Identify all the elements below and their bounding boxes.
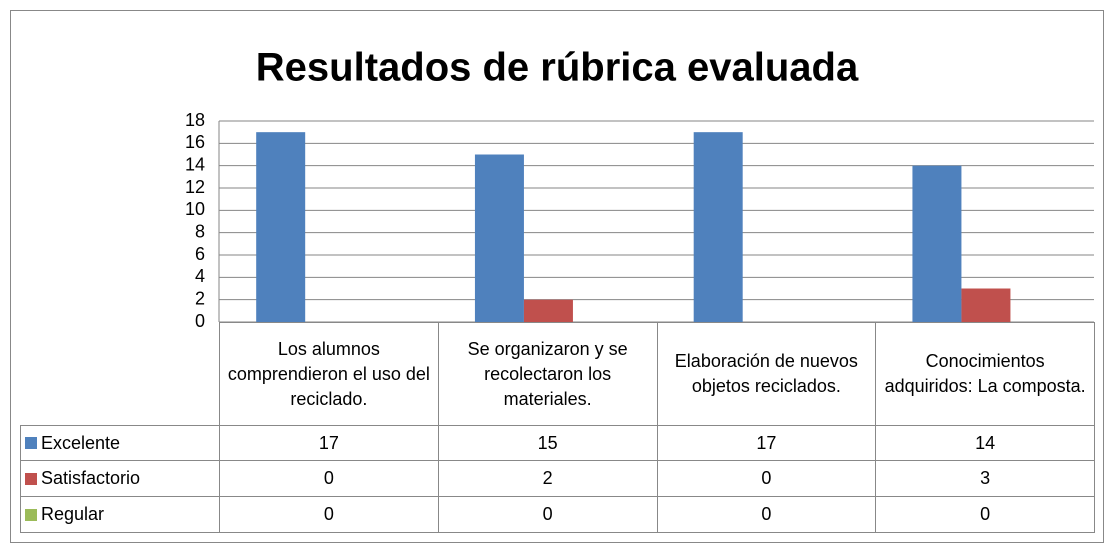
- legend-key: [25, 508, 37, 521]
- bar: [912, 165, 962, 322]
- table-value: 14: [875, 425, 1095, 461]
- category-label: Se organizaron y se recolectaron los mat…: [437, 322, 658, 426]
- table-value: 0: [875, 496, 1095, 533]
- bar: [474, 154, 524, 322]
- bar: [523, 299, 573, 322]
- category-label: Conocimientos adquiridos: La composta.: [875, 322, 1095, 426]
- chart-title: Resultados de rúbrica evaluada: [256, 46, 859, 90]
- y-tick-label: 10: [185, 199, 205, 219]
- legend-cell: Regular: [20, 496, 220, 533]
- table-value: 17: [219, 425, 439, 461]
- legend-cell: Satisfactorio: [20, 460, 220, 497]
- table-value: 2: [437, 460, 658, 497]
- legend-cell: Excelente: [20, 425, 220, 461]
- table-value: 0: [219, 460, 439, 497]
- legend-label: Excelente: [41, 432, 121, 453]
- table-value: 0: [219, 496, 439, 533]
- y-tick-label: 16: [185, 132, 205, 152]
- table-value: 0: [437, 496, 658, 533]
- legend-key: [25, 437, 37, 449]
- legend-label: Regular: [41, 504, 105, 524]
- table-value: 3: [875, 460, 1095, 497]
- y-tick-label: 14: [185, 154, 205, 174]
- y-tick-label: 4: [195, 266, 205, 286]
- bar: [961, 288, 1011, 322]
- table-value: 0: [656, 496, 877, 533]
- y-tick-label: 12: [185, 177, 205, 197]
- y-tick-label: 2: [195, 288, 205, 308]
- table-value: 15: [437, 425, 658, 461]
- y-tick-label: 8: [195, 221, 205, 241]
- legend-key: [25, 472, 37, 485]
- y-tick-label: 6: [195, 244, 205, 264]
- y-tick-label: 18: [185, 110, 205, 130]
- bar: [693, 132, 743, 322]
- y-tick-label: 0: [195, 311, 205, 331]
- category-label: Los alumnos comprendieron el uso del rec…: [219, 322, 439, 426]
- table-value: 0: [656, 460, 877, 497]
- category-label: Elaboración de nuevos objetos reciclados…: [656, 322, 877, 426]
- table-value: 17: [656, 425, 877, 461]
- legend-label: Satisfactorio: [41, 468, 141, 488]
- bar: [256, 132, 306, 322]
